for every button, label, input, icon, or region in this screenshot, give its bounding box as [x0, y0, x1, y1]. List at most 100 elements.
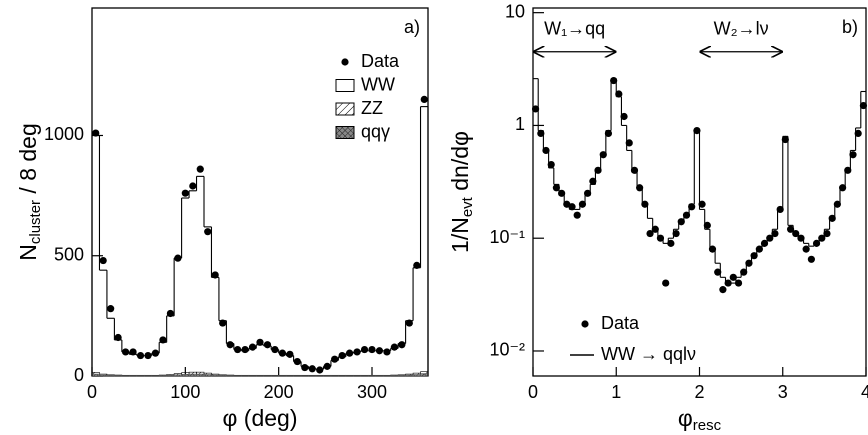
data-point [682, 211, 691, 219]
data-point [331, 355, 339, 363]
hist-bar [203, 374, 212, 377]
data-point [338, 351, 346, 360]
data-point [766, 234, 774, 242]
data-point [271, 345, 279, 354]
panel-label: a) [404, 17, 420, 37]
data-point [383, 348, 391, 356]
data-point [573, 211, 581, 219]
data-point [589, 177, 597, 185]
data-point [792, 229, 800, 238]
xlabel-main: φ [678, 405, 693, 431]
x-tick-label: 100 [170, 382, 200, 402]
data-point [578, 200, 587, 208]
ylabel-sub: cluster [27, 200, 44, 244]
data-point [211, 271, 219, 279]
data-point [807, 255, 815, 263]
x-tick-label: 300 [357, 382, 387, 402]
data-point [248, 343, 257, 351]
data-point [599, 151, 607, 159]
ylabel-rest: / 8 deg [15, 123, 41, 200]
data-point [144, 351, 152, 360]
x-tick-label: 2 [694, 382, 704, 402]
data-point [833, 200, 841, 208]
xlabel: φresc [678, 405, 722, 434]
data-point [189, 182, 197, 190]
data-point [413, 261, 421, 269]
data-point [703, 221, 711, 229]
y-tick-label: 10⁻² [489, 340, 525, 360]
y-tick-label: 1 [515, 114, 525, 134]
data-point [828, 214, 836, 222]
data-point [151, 349, 160, 357]
data-point [724, 279, 732, 287]
data-point [849, 151, 857, 159]
data-point [594, 166, 602, 174]
hist-bar [397, 374, 406, 377]
data-point [99, 256, 107, 265]
data-point [719, 286, 727, 294]
data-point [823, 229, 831, 238]
ylabel-main: N [15, 244, 41, 261]
data-point [174, 254, 182, 262]
data-point [734, 279, 743, 287]
annotation: W₁→qq [544, 19, 605, 39]
legend-label: Data [601, 313, 640, 333]
data-point [531, 105, 540, 113]
legend-label: ZZ [361, 98, 383, 118]
data-point [301, 363, 309, 372]
legend-symbol [341, 58, 349, 66]
data-point [293, 357, 301, 366]
data-point [390, 343, 398, 351]
legend-symbol [581, 320, 589, 328]
x-tick-label: 0 [87, 382, 97, 402]
data-point [786, 225, 795, 233]
data-point [226, 341, 234, 349]
data-point [708, 245, 717, 253]
data-point [802, 245, 810, 253]
ylabel: Ncluster / 8 deg [15, 123, 44, 261]
ylabel-rest: dn/dφ [447, 131, 473, 197]
hist-bar [173, 374, 182, 377]
data-point [122, 348, 130, 356]
data-point [662, 279, 670, 287]
hist-bar [166, 374, 175, 377]
data-point [558, 189, 566, 197]
data-point [241, 345, 249, 354]
hist-bar [412, 374, 421, 377]
data-point [353, 348, 361, 356]
data-point [839, 184, 847, 192]
legend-symbol [335, 126, 355, 139]
data-point [688, 203, 696, 211]
data-point [375, 347, 384, 355]
data-point [776, 205, 784, 214]
data-point [286, 350, 294, 358]
data-point [610, 76, 618, 85]
data-point [368, 345, 376, 354]
xlabel-main: φ (deg) [223, 405, 298, 431]
hist-bar [420, 373, 429, 377]
data-point [615, 90, 623, 98]
hist-bar [181, 374, 190, 377]
y-tick-label: 0 [74, 365, 84, 385]
data-point [771, 229, 779, 238]
hist-bar [99, 374, 108, 377]
y-tick-label: 1000 [44, 124, 84, 144]
data-point [854, 129, 862, 137]
data-point [405, 319, 413, 327]
ylabel: 1/Nevt dn/dφ [447, 131, 476, 253]
data-point [323, 362, 331, 370]
data-point [129, 348, 137, 356]
y-tick-label: 10⁻¹ [489, 227, 525, 247]
x-tick-label: 0 [528, 382, 538, 402]
hist-bar [211, 374, 220, 377]
data-point [136, 351, 145, 360]
data-point [234, 345, 242, 354]
data-point [219, 319, 227, 327]
data-point [844, 166, 852, 174]
legend-label: WW [361, 74, 395, 94]
panel-label: b) [842, 17, 858, 37]
data-point [651, 225, 659, 233]
hist-bar [196, 373, 205, 377]
data-point [797, 234, 805, 242]
y-tick-label: 10 [505, 1, 525, 21]
